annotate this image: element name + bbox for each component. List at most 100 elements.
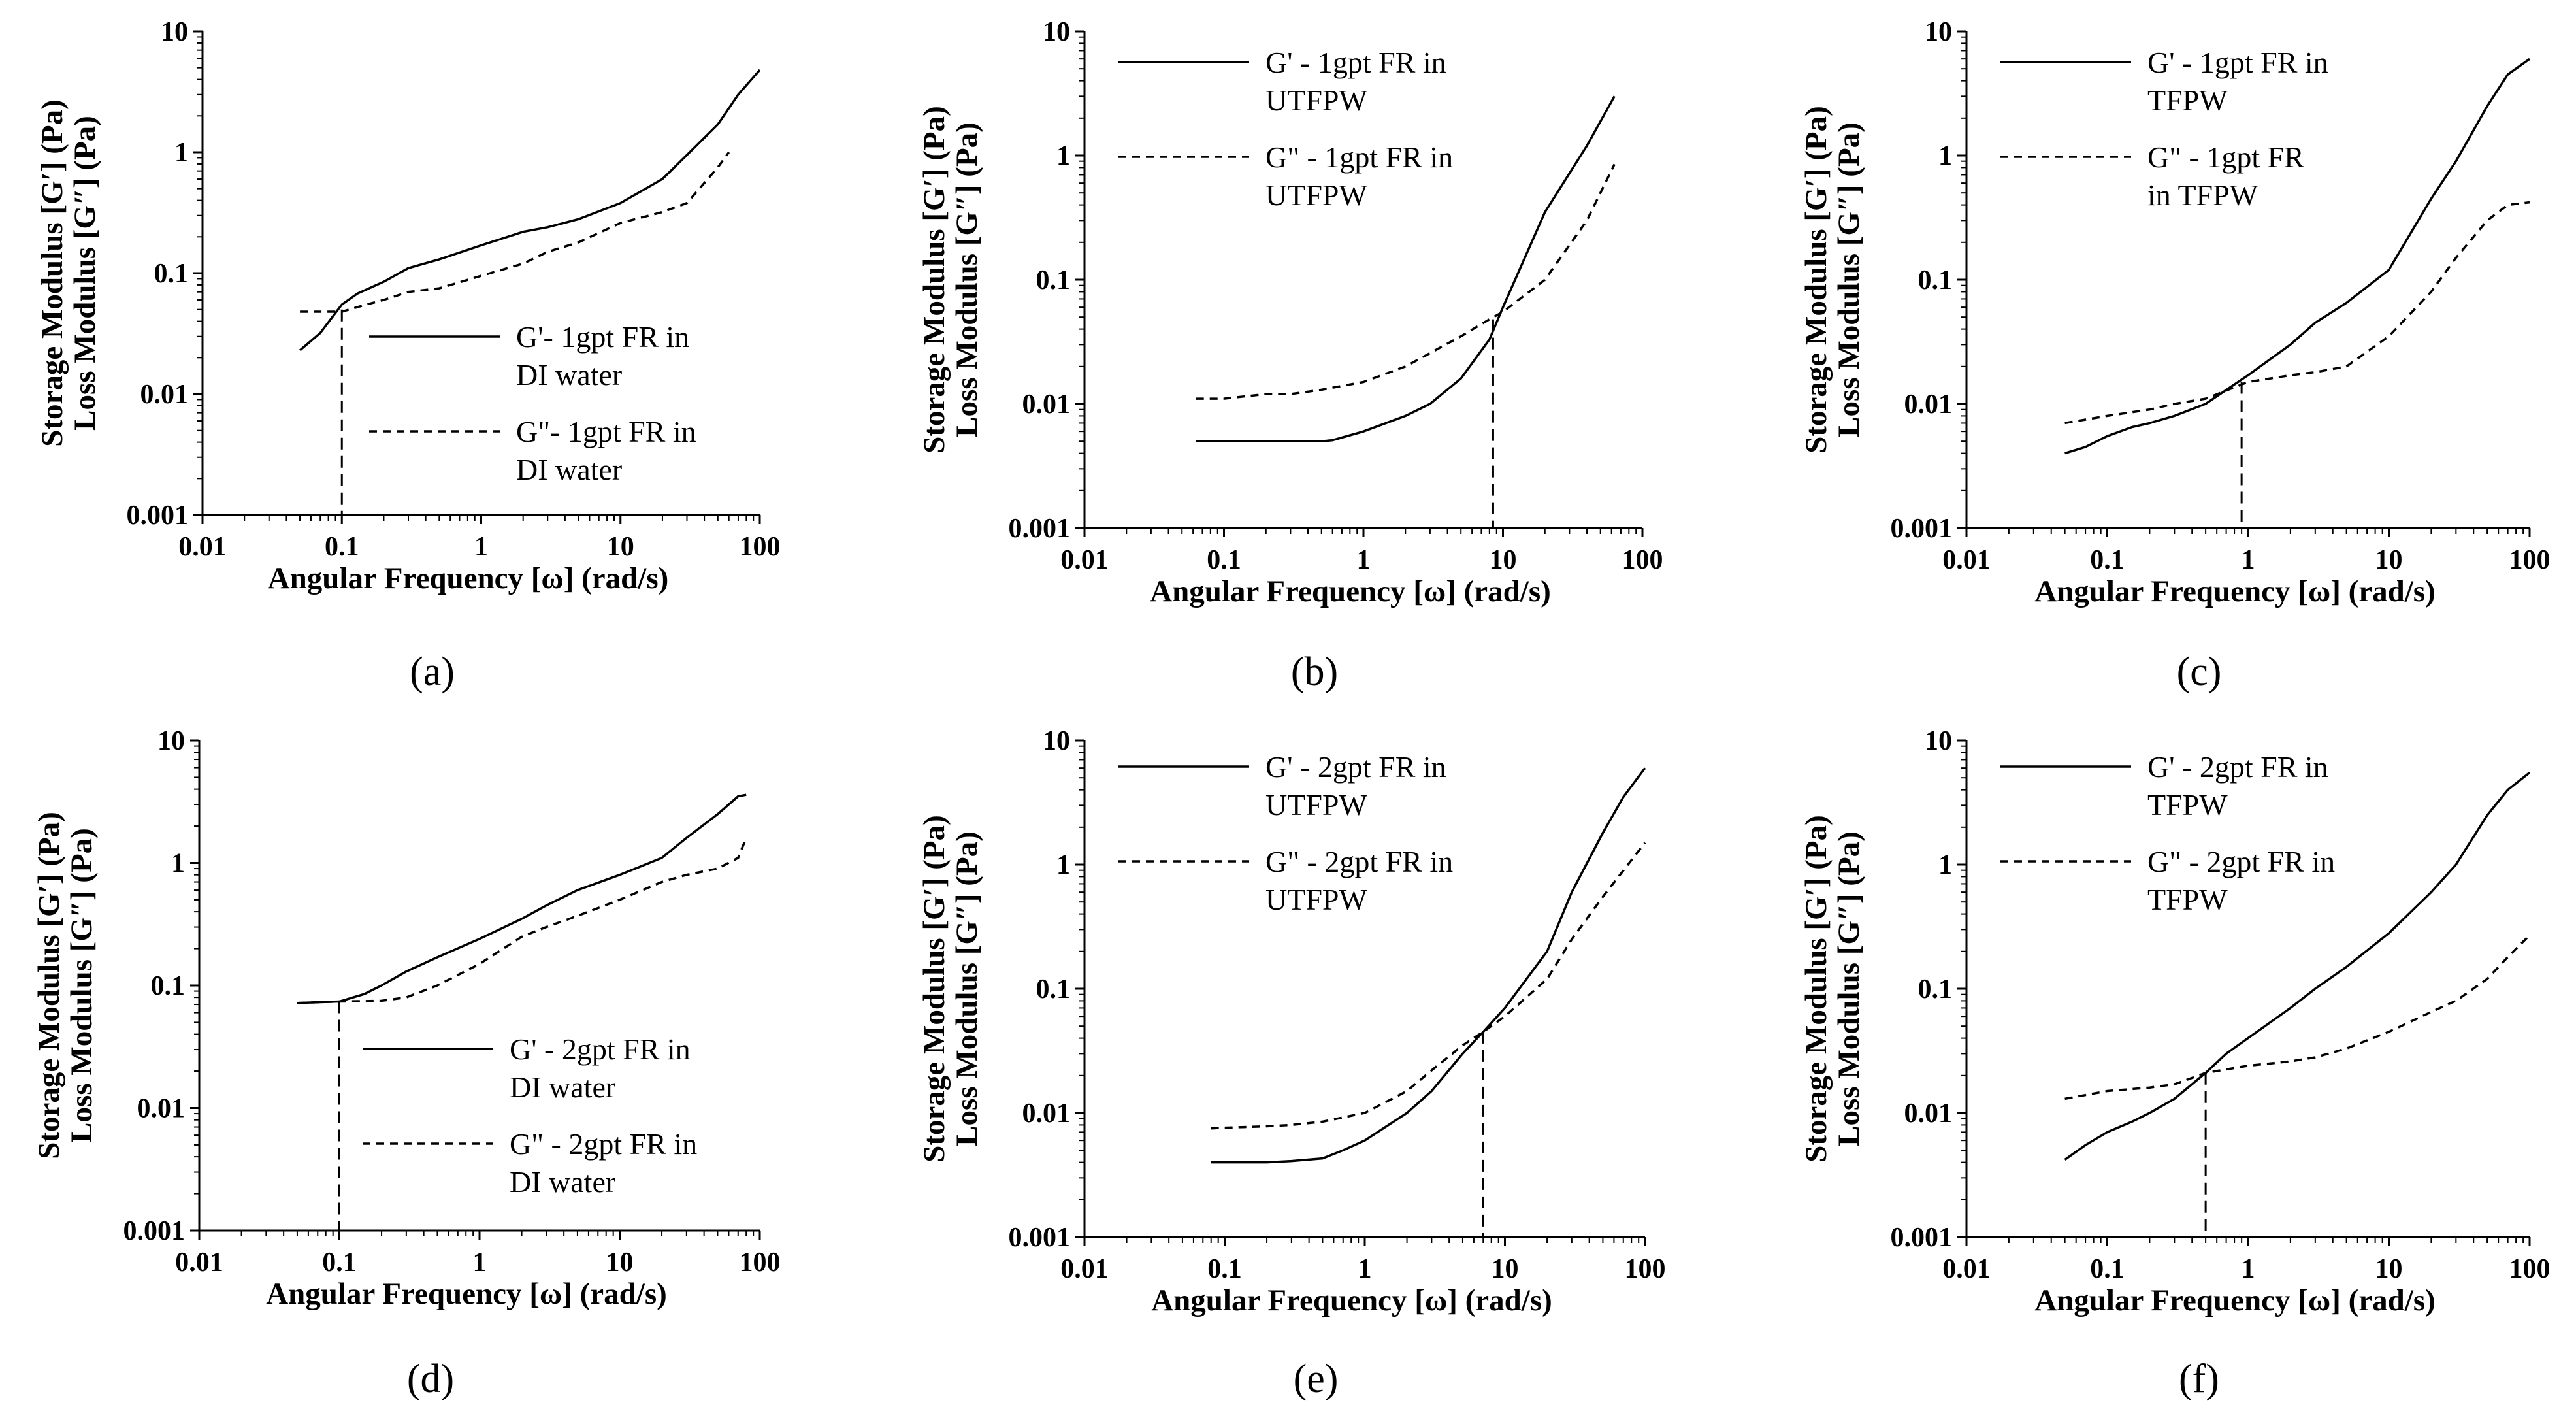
y-tick-label: 0.01 <box>1904 1099 1953 1129</box>
x-tick-label: 100 <box>2509 1254 2551 1284</box>
y-tick-label: 1 <box>1938 850 1952 880</box>
y-tick-label: 0.1 <box>1918 974 1953 1004</box>
y-axis-title-storage: Storage Modulus [G′] (Pa) <box>917 106 951 453</box>
y-axis-title-storage: Storage Modulus [G′] (Pa) <box>1799 106 1833 453</box>
x-tick-label: 10 <box>2375 545 2403 575</box>
loss-modulus-line <box>1211 842 1646 1130</box>
panel-label: (c) <box>2177 650 2222 694</box>
storage-modulus-line <box>1211 767 1646 1164</box>
x-tick-label: 10 <box>2375 1254 2403 1284</box>
y-tick-label: 0.1 <box>1036 265 1071 295</box>
legend-label: G' - 1gpt FR in <box>1265 46 1446 79</box>
y-tick-label: 1 <box>1938 141 1952 171</box>
legend-label: DI water <box>510 1070 615 1104</box>
y-tick-label: 0.01 <box>1022 389 1071 420</box>
legend-label: TFPW <box>2147 883 2228 916</box>
x-tick-label: 0.01 <box>175 1248 223 1278</box>
x-tick-label: 100 <box>1622 545 1663 575</box>
y-axis-title-loss: Loss Modulus [G″] (Pa) <box>65 828 99 1143</box>
y-tick-label: 0.01 <box>140 380 189 410</box>
y-tick-label: 10 <box>1043 17 1070 47</box>
y-axis-title-loss: Loss Modulus [G″] (Pa) <box>950 122 984 437</box>
loss-modulus-line <box>1196 163 1616 400</box>
y-tick-label: 1 <box>174 138 188 168</box>
y-tick-label: 1 <box>171 849 185 879</box>
panel-label: (f) <box>2179 1357 2219 1401</box>
x-tick-label: 0.01 <box>1060 1254 1109 1284</box>
legend-label: UTFPW <box>1265 883 1367 916</box>
storage-modulus-line <box>2064 58 2531 455</box>
storage-modulus-line <box>299 69 761 352</box>
y-tick-label: 0.01 <box>1904 389 1953 420</box>
y-tick-label: 0.001 <box>123 1216 186 1246</box>
y-axis-title-storage: Storage Modulus [G′] (Pa) <box>35 99 69 446</box>
x-tick-label: 1 <box>2242 545 2255 575</box>
y-axis-title-storage: Storage Modulus [G′] (Pa) <box>1799 815 1833 1162</box>
x-axis-title: Angular Frequency [ω] (rad/s) <box>2034 574 2436 608</box>
legend-label: G' - 2gpt FR in <box>1265 750 1446 784</box>
legend-label: in TFPW <box>2147 178 2258 212</box>
y-tick-label: 0.001 <box>1009 514 1071 544</box>
panel-label: (e) <box>1294 1357 1339 1401</box>
y-axis-title-loss: Loss Modulus [G″] (Pa) <box>1832 831 1866 1146</box>
loss-modulus-line <box>297 837 747 1004</box>
legend-label: DI water <box>510 1165 615 1199</box>
legend: G' - 1gpt FR in UTFPW G" - 1gpt FR in UTFPW <box>1118 46 1453 212</box>
y-tick-label: 10 <box>1925 17 1952 47</box>
y-tick-label: 10 <box>161 17 188 47</box>
x-tick-label: 0.1 <box>325 532 359 562</box>
y-tick-label: 0.001 <box>1891 1223 1953 1253</box>
y-tick-label: 0.01 <box>1022 1099 1071 1129</box>
legend-label: DI water <box>516 453 622 486</box>
x-tick-label: 1 <box>2242 1254 2255 1284</box>
y-tick-label: 1 <box>1056 141 1070 171</box>
x-tick-label: 0.1 <box>1207 1254 1242 1284</box>
legend-label: UTFPW <box>1265 178 1367 212</box>
y-tick-label: 0.1 <box>1918 265 1953 295</box>
y-tick-label: 10 <box>1925 726 1952 756</box>
x-tick-label: 10 <box>607 532 634 562</box>
x-axis-title: Angular Frequency [ω] (rad/s) <box>2034 1283 2436 1317</box>
legend-label: G" - 1gpt FR in <box>1265 141 1453 174</box>
panel-label: (d) <box>407 1357 454 1401</box>
x-tick-label: 100 <box>740 1248 781 1278</box>
x-tick-label: 1 <box>1357 545 1371 575</box>
y-tick-label: 10 <box>1043 726 1070 756</box>
y-axis-title-loss: Loss Modulus [G″] (Pa) <box>1832 122 1866 437</box>
loss-modulus-line <box>2064 934 2531 1101</box>
x-tick-label: 0.1 <box>2090 1254 2125 1284</box>
x-tick-label: 0.01 <box>178 532 227 562</box>
legend-label: G'- 1gpt FR in <box>516 320 689 354</box>
legend-label: G" - 1gpt FR <box>2147 141 2304 174</box>
storage-modulus-line <box>2064 771 2531 1161</box>
x-axis-title: Angular Frequency [ω] (rad/s) <box>1151 1283 1552 1317</box>
y-tick-label: 0.1 <box>151 971 186 1001</box>
y-tick-label: 0.1 <box>1036 974 1071 1004</box>
legend-label: G" - 2gpt FR in <box>2147 845 2335 878</box>
legend-label: G' - 2gpt FR in <box>2147 750 2328 784</box>
legend: G'- 1gpt FR in DI water G"- 1gpt FR in DI w… <box>369 320 696 486</box>
legend-label: G' - 1gpt FR in <box>2147 46 2328 79</box>
panel-label: (b) <box>1291 650 1338 694</box>
legend-label: G" - 2gpt FR in <box>510 1127 697 1161</box>
x-tick-label: 0.01 <box>1942 1254 1991 1284</box>
y-tick-label: 0.1 <box>154 259 189 289</box>
legend-label: TFPW <box>2147 788 2228 821</box>
x-tick-label: 10 <box>606 1248 634 1278</box>
storage-modulus-line <box>1196 95 1616 442</box>
x-tick-label: 1 <box>1358 1254 1372 1284</box>
y-axis-title-storage: Storage Modulus [G′] (Pa) <box>32 812 66 1159</box>
x-tick-label: 0.01 <box>1060 545 1109 575</box>
y-axis-title-storage: Storage Modulus [G′] (Pa) <box>917 815 951 1162</box>
y-tick-label: 0.001 <box>1009 1223 1071 1253</box>
x-tick-label: 10 <box>1490 545 1517 575</box>
legend-label: TFPW <box>2147 84 2228 117</box>
y-tick-label: 0.001 <box>1891 514 1953 544</box>
loss-modulus-line <box>2064 201 2530 425</box>
